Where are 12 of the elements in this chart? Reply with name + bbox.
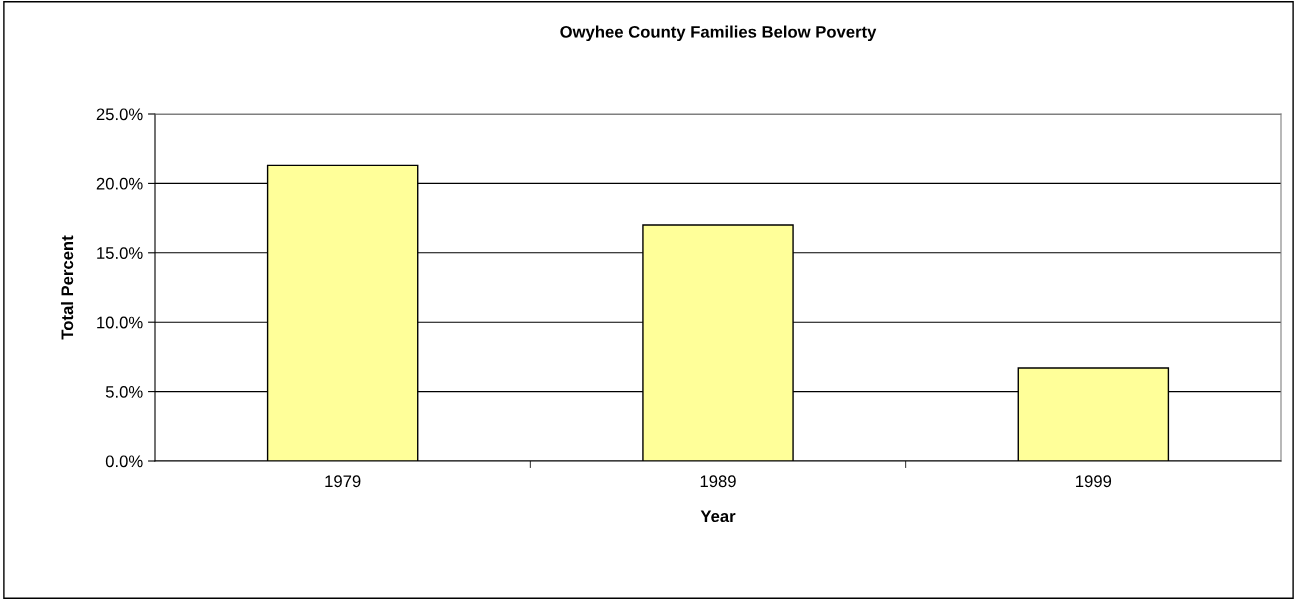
- y-tick-label: 0.0%: [105, 455, 143, 468]
- x-tick-label: 1989: [700, 475, 736, 488]
- y-axis-title: Total Percent: [60, 235, 74, 340]
- y-tick-label: 5.0%: [105, 386, 143, 398]
- x-axis-title: Year: [700, 510, 736, 523]
- chart-title: Owyhee County Families Below Poverty: [560, 25, 877, 42]
- y-tick-label: 25.0%: [96, 108, 143, 121]
- y-tick-label: 20.0%: [96, 177, 143, 190]
- y-tick-label: 15.0%: [97, 247, 143, 259]
- x-tick-label: 1979: [325, 475, 361, 488]
- y-tick-label: 10.0%: [97, 316, 143, 329]
- x-tick-label: 1999: [1076, 475, 1112, 488]
